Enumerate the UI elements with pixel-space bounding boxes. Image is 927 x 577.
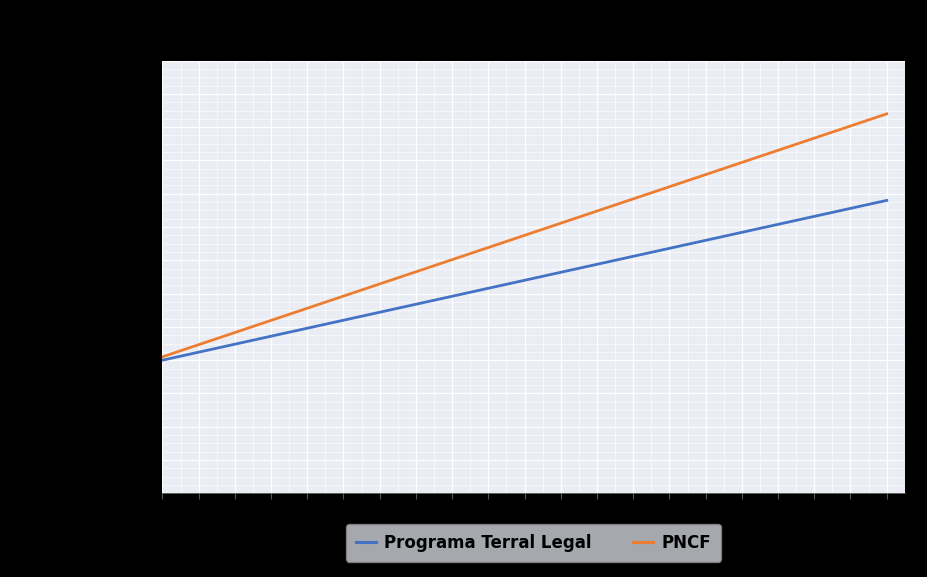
PNCF — [337, 293, 349, 299]
Programa Terral Legal — [518, 277, 529, 284]
PNCF — [446, 256, 457, 263]
PNCF — [771, 147, 782, 153]
PNCF — [590, 208, 602, 215]
Line: PNCF: PNCF — [162, 114, 885, 357]
Programa Terral Legal — [410, 301, 421, 308]
PNCF — [518, 232, 529, 239]
PNCF — [554, 220, 565, 227]
PNCF — [229, 329, 240, 336]
Programa Terral Legal — [627, 253, 638, 260]
Programa Terral Legal — [337, 317, 349, 324]
Programa Terral Legal — [735, 229, 746, 236]
PNCF — [265, 317, 276, 324]
Programa Terral Legal — [807, 213, 819, 220]
Programa Terral Legal — [482, 285, 493, 292]
PNCF — [807, 134, 819, 141]
Legend: Programa Terral Legal, PNCF: Programa Terral Legal, PNCF — [346, 524, 720, 562]
PNCF — [482, 244, 493, 251]
Programa Terral Legal — [157, 357, 168, 364]
PNCF — [410, 268, 421, 275]
Programa Terral Legal — [301, 325, 312, 332]
Programa Terral Legal — [446, 293, 457, 299]
PNCF — [374, 280, 385, 287]
Programa Terral Legal — [229, 341, 240, 348]
Programa Terral Legal — [590, 261, 602, 268]
Programa Terral Legal — [265, 333, 276, 340]
PNCF — [844, 122, 855, 129]
PNCF — [627, 196, 638, 203]
PNCF — [301, 305, 312, 312]
PNCF — [193, 341, 204, 348]
Programa Terral Legal — [844, 205, 855, 212]
PNCF — [157, 353, 168, 360]
PNCF — [735, 159, 746, 166]
Programa Terral Legal — [699, 237, 710, 244]
Programa Terral Legal — [193, 349, 204, 355]
Programa Terral Legal — [374, 309, 385, 316]
Line: Programa Terral Legal: Programa Terral Legal — [162, 200, 885, 360]
Programa Terral Legal — [771, 221, 782, 228]
PNCF — [880, 110, 891, 117]
Programa Terral Legal — [663, 245, 674, 252]
Programa Terral Legal — [880, 197, 891, 204]
PNCF — [699, 171, 710, 178]
Programa Terral Legal — [554, 269, 565, 276]
PNCF — [663, 183, 674, 190]
